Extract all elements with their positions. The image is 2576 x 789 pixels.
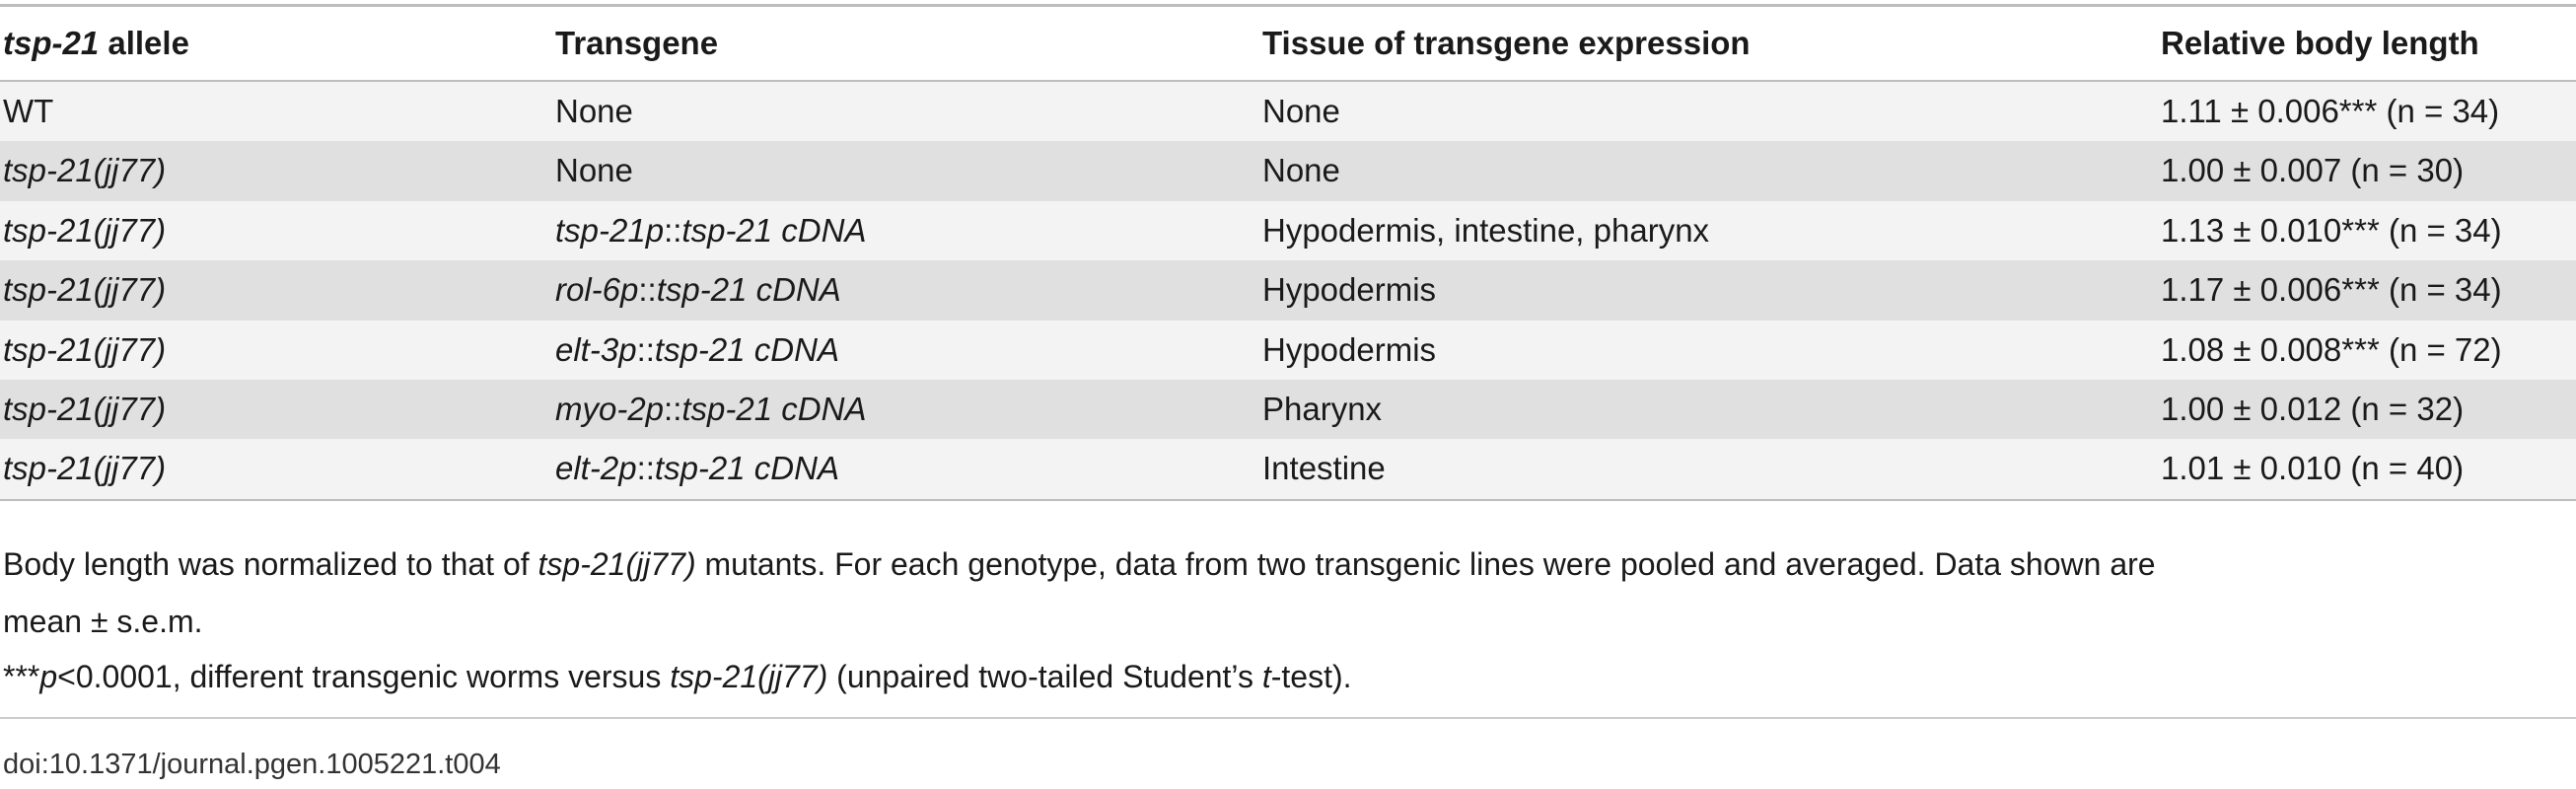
table-row: tsp-21(jj77) tsp-21p::tsp-21 cDNA Hypoderm… <box>0 200 2576 261</box>
table-cell: tsp-21(jj77) <box>3 321 166 380</box>
table-cell: myo-2p::tsp-21 cDNA <box>555 380 866 439</box>
table-cell: tsp-21(jj77) <box>3 260 166 320</box>
text-run: :: <box>636 450 655 487</box>
table-cell: tsp-21p::tsp-21 cDNA <box>555 201 866 260</box>
table-row: tsp-21(jj77) elt-2p::tsp-21 cDNA Intestine… <box>0 439 2576 499</box>
bottom-rule <box>0 499 2576 501</box>
text-run: :: <box>664 211 682 249</box>
text-run: tsp-21(jj77) <box>3 391 167 427</box>
text-run: tsp-21(jj77) <box>3 450 167 487</box>
text-run: mean ± s.e.m. <box>3 604 203 639</box>
table-cell: Hypodermis <box>1262 330 1437 368</box>
table-row: tsp-21(jj77) rol-6p::tsp-21 cDNA Hypodermi… <box>0 260 2576 321</box>
table-cell: None <box>555 152 633 189</box>
text-run: :: <box>664 391 682 427</box>
table-cell: 1.11 ± 0.006*** (n = 34) <box>2161 93 2500 129</box>
table-cell: elt-2p::tsp-21 cDNA <box>555 439 839 498</box>
text-run: tsp-21(jj77) <box>3 152 167 189</box>
header-rule <box>0 80 2576 82</box>
table-cell: 1.17 ± 0.006*** (n = 34) <box>2161 271 2502 309</box>
table-cell: tsp-21(jj77) <box>3 201 166 260</box>
table-cell: 1.08 ± 0.008*** (n = 72) <box>2161 330 2502 368</box>
table-cell: elt-3p::tsp-21 cDNA <box>555 321 839 380</box>
text-run: Body length was normalized to that of <box>3 546 538 582</box>
text-run: p <box>39 659 58 694</box>
table-cell: Hypodermis <box>1262 271 1437 309</box>
table-row: tsp-21(jj77) None None 1.00 ± 0.007 (n = 30… <box>0 141 2576 201</box>
text-run: allele <box>99 25 189 61</box>
table-cell: 1.01 ± 0.010 (n = 40) <box>2161 450 2465 487</box>
text-run: elt-3p <box>555 330 637 368</box>
text-run: (unpaired two-tailed Student’s <box>827 659 1262 694</box>
text-run: tsp-21(jj77) <box>3 330 167 368</box>
table-cell: Pharynx <box>1262 391 1383 427</box>
text-run: elt-2p <box>555 450 637 487</box>
text-run: tsp-21 cDNA <box>654 330 839 368</box>
text-run: tsp-21 cDNA <box>681 211 867 249</box>
text-run: tsp-21 cDNA <box>656 271 841 309</box>
table-cell: tsp-21(jj77) <box>3 380 166 439</box>
text-run: myo-2p <box>555 391 665 427</box>
table-cell: 1.00 ± 0.007 (n = 30) <box>2161 152 2465 189</box>
text-run: t <box>1261 659 1271 694</box>
table-cell: None <box>1262 93 1340 129</box>
table-row: WT None None 1.11 ± 0.006*** (n = 34) <box>0 82 2576 142</box>
header-cell: Transgene <box>555 25 719 61</box>
table-row: tsp-21(jj77) elt-3p::tsp-21 cDNA Hypodermi… <box>0 320 2576 380</box>
text-run: *** <box>3 659 40 694</box>
header-cell: Tissue of transgene expression <box>1262 25 1751 61</box>
table-cell: tsp-21(jj77) <box>3 439 166 498</box>
table-cell: Intestine <box>1262 450 1386 487</box>
text-run: mutants. For each genotype, data from tw… <box>695 546 2156 582</box>
text-run: tsp-21 <box>3 25 100 61</box>
header-row: tsp-21 allele Transgene Tissue of transgen… <box>0 5 2576 80</box>
table-cell: None <box>555 93 633 129</box>
text-run: tsp-21(jj77) <box>670 659 828 694</box>
table-cell: Hypodermis, intestine, pharynx <box>1262 211 1710 249</box>
footer-rule <box>0 717 2576 719</box>
table-cell: tsp-21(jj77) <box>3 141 166 200</box>
text-run: tsp-21 cDNA <box>681 391 867 427</box>
text-run: tsp-21 cDNA <box>654 450 839 487</box>
text-run: tsp-21p <box>555 211 665 249</box>
text-run: -test). <box>1270 659 1352 694</box>
table-cell: None <box>1262 152 1340 189</box>
text-run: :: <box>638 271 657 309</box>
text-run: tsp-21(jj77) <box>537 546 696 582</box>
table-row: tsp-21(jj77) myo-2p::tsp-21 cDNA Pharynx 1.… <box>0 380 2576 440</box>
top-rule <box>0 4 2576 7</box>
doi: doi:10.1371/journal.pgen.1005221.t004 <box>3 749 501 780</box>
text-run: tsp-21(jj77) <box>3 211 167 249</box>
text-run: :: <box>636 330 655 368</box>
text-run: <0.0001, different transgenic worms vers… <box>57 659 671 694</box>
footnote: ***p<0.0001, different transgenic worms … <box>3 657 1352 696</box>
text-run: tsp-21(jj77) <box>3 271 167 309</box>
footnote: Body length was normalized to that of ts… <box>3 544 2156 584</box>
text-run: rol-6p <box>555 271 639 309</box>
footnote: mean ± s.e.m. <box>3 602 203 641</box>
table-cell: 1.13 ± 0.010*** (n = 34) <box>2161 211 2502 249</box>
table-cell: rol-6p::tsp-21 cDNA <box>555 260 841 320</box>
table-cell: WT <box>3 93 54 129</box>
table-cell: 1.00 ± 0.012 (n = 32) <box>2161 391 2465 427</box>
header-cell: tsp-21 allele <box>3 5 189 82</box>
header-cell: Relative body length <box>2161 25 2479 61</box>
